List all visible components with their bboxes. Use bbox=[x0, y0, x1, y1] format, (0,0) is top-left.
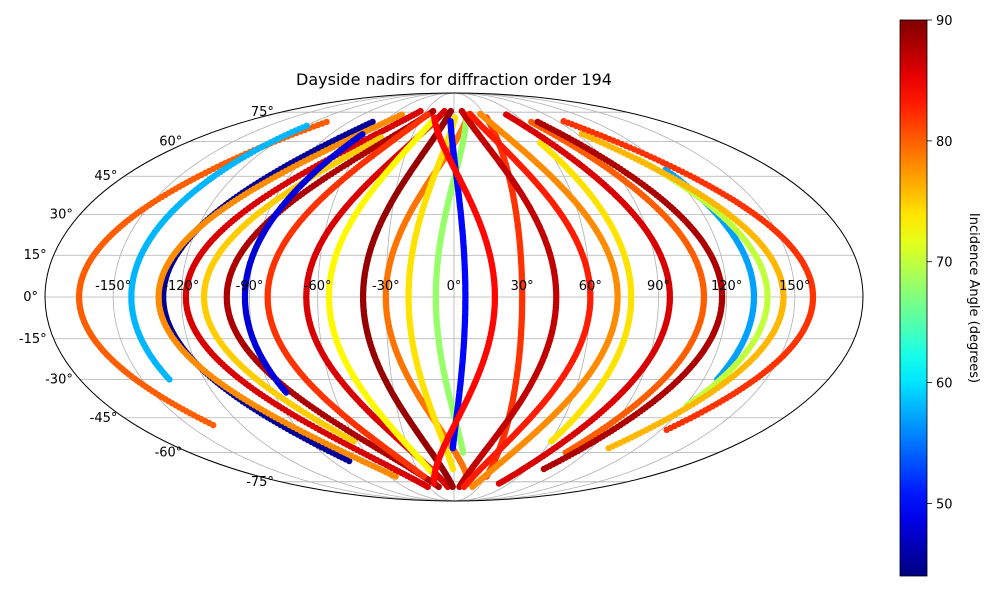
latitude-tick-label: -15° bbox=[19, 332, 47, 347]
track-point bbox=[447, 107, 454, 115]
latitude-tick-label: 30° bbox=[50, 208, 73, 223]
colorbar-label: Incidence Angle (degrees) bbox=[966, 213, 981, 383]
longitude-tick-label: 120° bbox=[711, 279, 742, 294]
longitude-tick-label: -30° bbox=[372, 279, 400, 294]
longitude-tick-label: -150° bbox=[95, 279, 131, 294]
chart-title: Dayside nadirs for diffraction order 194 bbox=[296, 70, 612, 89]
track-point bbox=[534, 118, 541, 126]
track-point bbox=[323, 118, 330, 126]
longitude-gridline bbox=[453, 92, 796, 502]
ground-track bbox=[182, 107, 431, 490]
track-point bbox=[458, 107, 466, 115]
latitude-tick-label: 75° bbox=[251, 105, 274, 120]
track-point bbox=[431, 114, 438, 121]
latitude-tick-label: -45° bbox=[90, 411, 118, 426]
ground-track bbox=[155, 111, 405, 480]
latitude-tick-label: -60° bbox=[155, 446, 183, 461]
colorbar-tick-label: 80 bbox=[936, 135, 953, 150]
track-point bbox=[429, 107, 437, 115]
longitude-tick-label: -60° bbox=[304, 279, 332, 294]
latitude-tick-label: 60° bbox=[159, 134, 182, 149]
longitude-tick-label: 60° bbox=[579, 279, 602, 294]
colorbar: 50 60 70 80 90 bbox=[899, 14, 953, 577]
track-point bbox=[560, 118, 567, 125]
latitude-tick-label: 45° bbox=[94, 169, 117, 184]
track-point bbox=[369, 118, 376, 126]
latitude-tick-label: -75° bbox=[246, 475, 274, 490]
ground-track bbox=[128, 122, 310, 383]
colorbar-tick-label: 70 bbox=[936, 256, 953, 271]
track-point bbox=[477, 110, 484, 118]
track-point bbox=[528, 118, 535, 126]
longitude-tick-label: 0° bbox=[447, 279, 462, 294]
track-point bbox=[359, 131, 366, 138]
longitude-tick-label: -90° bbox=[236, 279, 264, 294]
track-point bbox=[398, 111, 405, 118]
latitude-tick-label: -30° bbox=[45, 372, 73, 387]
track-point bbox=[424, 111, 431, 118]
track-point bbox=[447, 118, 454, 125]
longitude-gridline bbox=[112, 92, 455, 502]
longitude-gridline bbox=[453, 92, 659, 502]
longitude-gridline bbox=[453, 92, 728, 502]
latitude-tick-label: 0° bbox=[23, 290, 38, 305]
colorbar-tick-label: 50 bbox=[936, 497, 953, 512]
track-point bbox=[417, 107, 424, 115]
colorbar-tick-label: 90 bbox=[936, 14, 953, 29]
colorbar-gradient bbox=[899, 19, 928, 577]
ground-track bbox=[200, 134, 385, 445]
longitude-gridline bbox=[249, 92, 455, 502]
colorbar-tick-label: 60 bbox=[936, 377, 953, 392]
scatter-tracks bbox=[75, 107, 817, 490]
track-point bbox=[503, 111, 510, 118]
track-point bbox=[303, 122, 310, 129]
longitude-tick-label: -120° bbox=[163, 279, 199, 294]
longitude-tick-label: 30° bbox=[511, 279, 534, 294]
track-point bbox=[466, 110, 474, 118]
longitude-tick-label: 150° bbox=[779, 279, 810, 294]
longitude-tick-label: 90° bbox=[647, 279, 670, 294]
latitude-tick-label: 15° bbox=[24, 248, 47, 263]
